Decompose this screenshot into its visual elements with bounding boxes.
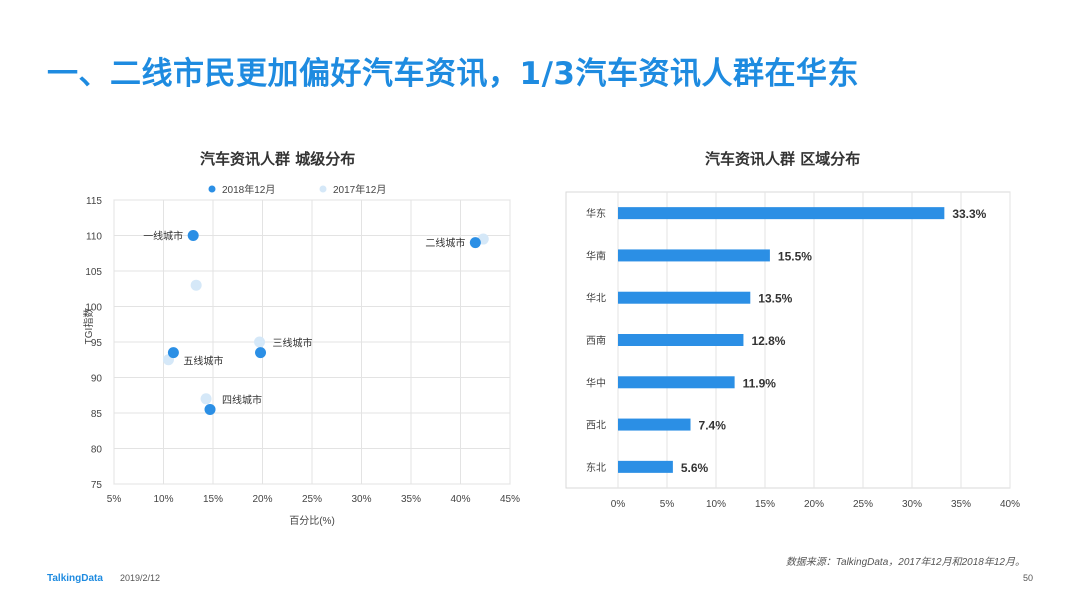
scatter-x-tick-label: 35% <box>401 494 421 505</box>
scatter-x-tick-label: 5% <box>107 494 122 505</box>
report-date: 2019/2/12 <box>120 573 161 583</box>
legend-marker-2017 <box>319 185 327 193</box>
scatter-point-label: 四线城市 <box>222 393 262 406</box>
scatter-x-tick-label: 15% <box>203 494 223 505</box>
scatter-point-2017 <box>254 336 266 348</box>
scatter-y-tick-label: 110 <box>86 232 102 243</box>
scatter-point-label: 二线城市 <box>425 237 465 250</box>
scatter-x-tick-label: 30% <box>351 494 371 505</box>
scatter-x-tick-label: 20% <box>252 494 272 505</box>
scatter-y-tick-label: 100 <box>85 303 102 314</box>
scatter-ticks: 5% 10% 15% 20% 25% 30% 35% 40% 45% 75 80 85 90 95 100 1… <box>85 196 520 505</box>
scatter-point-2018 <box>167 347 179 359</box>
scatter-point-2018 <box>255 347 267 359</box>
scatter-x-axis-label: 百分比(%) <box>289 515 335 527</box>
scatter-points <box>162 230 489 415</box>
scatter-legend: 2018年12月 2017年12月 <box>208 183 386 196</box>
scatter-y-tick-label: 95 <box>91 338 103 349</box>
scatter-point-2017 <box>200 393 212 405</box>
legend-label-2017: 2017年12月 <box>333 183 386 196</box>
scatter-x-tick-label: 10% <box>153 494 173 505</box>
scatter-point-2018 <box>187 230 199 241</box>
scatter-y-tick-label: 80 <box>91 445 103 456</box>
legend-marker-2018 <box>208 185 216 193</box>
scatter-y-tick-label: 105 <box>85 267 102 278</box>
scatter-chart-title: 汽车资讯人群 城级分布 <box>200 150 356 168</box>
scatter-point-label: 一线城市 <box>143 230 183 243</box>
scatter-y-tick-label: 85 <box>91 409 103 420</box>
data-source-note: 数据来源：TalkingData，2017年12月和2018年12月。 <box>785 557 1025 568</box>
scatter-y-tick-label: 75 <box>91 480 103 491</box>
page-number: 50 <box>1022 573 1033 583</box>
brand-logo: TalkingData <box>47 573 103 584</box>
scatter-point-2018 <box>469 237 481 249</box>
scatter-x-tick-label: 25% <box>302 494 322 505</box>
bar-chart-title: 汽车资讯人群 区域分布 <box>705 150 861 168</box>
scatter-x-tick-label: 45% <box>500 494 520 505</box>
scatter-point-2017 <box>190 279 202 291</box>
legend-label-2018: 2018年12月 <box>222 183 275 196</box>
scatter-y-tick-label: 115 <box>86 196 102 207</box>
scatter-point-label: 五线城市 <box>183 355 223 368</box>
scatter-y-tick-label: 90 <box>91 374 103 385</box>
page-title: 一、二线市民更加偏好汽车资讯，1/3汽车资讯人群在华东 <box>47 56 859 92</box>
scatter-point-2018 <box>204 403 216 415</box>
scatter-point-label: 三线城市 <box>273 337 313 350</box>
scatter-x-tick-label: 40% <box>450 494 470 505</box>
scatter-y-axis-label: TGI指数 <box>82 308 95 345</box>
